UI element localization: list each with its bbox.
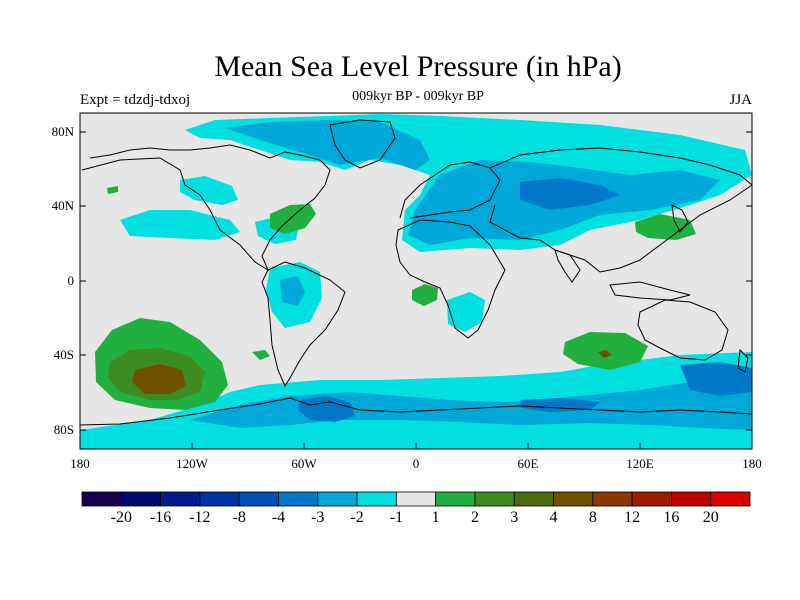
y-tick-label: 0 [68, 273, 75, 288]
y-tick-label: 80S [54, 422, 74, 437]
colorbar-label: -3 [311, 509, 324, 526]
colorbar [81, 491, 751, 507]
asia-coastline [489, 147, 752, 273]
y-tick-label: 80N [52, 124, 75, 139]
east-pacific-low-anomaly [120, 210, 240, 240]
colorbar-labels: -20 -16 -12 -8 -4 -3 -2 -1 1 2 3 4 8 12 16 20 [111, 509, 719, 526]
south-atlantic-high-anomaly [412, 284, 438, 306]
y-axis [80, 131, 752, 431]
x-tick-label: 180 [742, 456, 762, 471]
colorbar-label: -20 [111, 509, 132, 526]
colorbar-swatch [81, 491, 122, 507]
colorbar-label: -1 [390, 509, 403, 526]
experiment-label: Expt = tdzdj-tdxoj [80, 92, 191, 108]
x-tick-label: 120E [626, 456, 654, 471]
japan-coastline [671, 204, 689, 233]
colorbar-swatch [120, 491, 161, 507]
southern-ocean-low-anomaly-strong-3 [680, 362, 752, 396]
africa-coastline [395, 219, 506, 339]
australia-coastline [637, 299, 729, 361]
eurasia-low-anomaly-strong [520, 178, 620, 210]
north-pacific-low-anomaly [180, 176, 238, 205]
colorbar-swatch [395, 491, 437, 507]
y-tick-label: 40N [52, 198, 75, 213]
map-title: Mean Sea Level Pressure (in hPa) [214, 50, 622, 83]
colorbar-label: -8 [233, 509, 246, 526]
southern-ocean-low-anomaly-strong [298, 396, 355, 422]
season-label: JJA [729, 92, 752, 108]
colorbar-label: -4 [272, 509, 285, 526]
colorbar-label: -12 [189, 509, 210, 526]
small-high-anomaly [252, 350, 270, 360]
colorbar-swatch [160, 491, 201, 507]
colorbar-swatch [553, 491, 594, 507]
colorbar-swatch [513, 491, 554, 507]
x-axis [79, 443, 753, 449]
x-tick-label: 120W [176, 456, 209, 471]
colorbar-label: 4 [550, 509, 558, 526]
south-america-low-anomaly-mid [280, 276, 305, 306]
south-pacific-high-anomaly-strong [132, 364, 186, 394]
pressure-anomaly-field [80, 114, 752, 449]
x-tick-label: 180 [70, 456, 90, 471]
colorbar-swatch [435, 491, 476, 507]
x-tick-label: 60E [518, 456, 539, 471]
colorbar-label: 8 [589, 509, 597, 526]
y-tick-label: 40S [54, 347, 74, 362]
indian-ocean-high-anomaly-strong [598, 350, 612, 358]
colorbar-label: -16 [150, 509, 171, 526]
colorbar-label: 1 [432, 509, 440, 526]
colorbar-label: -2 [350, 509, 363, 526]
colorbar-swatch [238, 491, 279, 507]
colorbar-label: 16 [663, 509, 679, 526]
colorbar-swatch [356, 491, 397, 507]
colorbar-label: 12 [624, 509, 640, 526]
colorbar-label: 20 [703, 509, 719, 526]
colorbar-swatch [631, 491, 672, 507]
x-tick-label: 0 [413, 456, 420, 471]
antarctica-coastline [80, 397, 752, 426]
colorbar-swatch [671, 491, 712, 507]
north-america-small-high-anomaly [107, 186, 118, 194]
indonesia-coastline [609, 281, 691, 301]
colorbar-swatch [710, 491, 751, 507]
colorbar-label: 2 [471, 509, 479, 526]
india-coastline [554, 249, 581, 283]
north-america-coastline [81, 144, 331, 272]
southern-africa-low-anomaly [447, 292, 485, 332]
northwest-pacific-high-anomaly [635, 214, 696, 240]
map-subtitle: 009kyr BP - 009kyr BP [352, 89, 484, 104]
colorbar-swatch [199, 491, 240, 507]
colorbar-swatch [278, 491, 319, 507]
coastlines [80, 119, 752, 426]
x-tick-label: 60W [291, 456, 317, 471]
south-america-coastline [261, 261, 346, 388]
new-zealand-coastline [737, 348, 749, 373]
colorbar-swatch [317, 491, 358, 507]
colorbar-label: 3 [510, 509, 518, 526]
colorbar-swatch [592, 491, 633, 507]
arctic-low-anomaly-mid [225, 120, 430, 170]
colorbar-swatch [474, 491, 515, 507]
greenland-coastline [329, 119, 396, 169]
